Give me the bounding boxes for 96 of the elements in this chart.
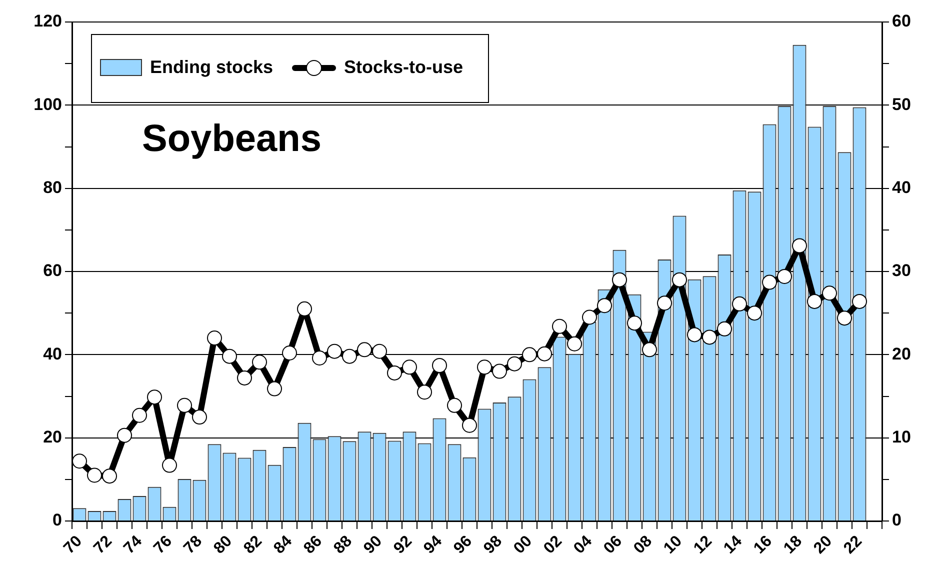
point: [237, 370, 252, 386]
point: [627, 316, 642, 331]
point: [162, 458, 177, 473]
point: [477, 360, 492, 375]
point: [582, 310, 597, 325]
point: [417, 384, 432, 400]
y-tick-label: 120: [34, 12, 62, 31]
point: [672, 272, 687, 288]
point: [702, 330, 717, 345]
x-tick-label: 12: [690, 532, 716, 558]
y-tick-label: 80: [43, 178, 62, 198]
y2-tick-label: 30: [892, 261, 911, 280]
point: [597, 298, 612, 314]
point: [567, 336, 582, 352]
point: [732, 296, 747, 312]
point: [717, 321, 732, 336]
point: [807, 294, 822, 309]
point: [192, 410, 207, 425]
point: [222, 348, 237, 364]
point: [267, 381, 282, 396]
point: [507, 356, 522, 372]
point: [342, 348, 357, 364]
y-tick-label: 40: [43, 344, 62, 364]
x-tick-label: 18: [780, 532, 806, 558]
x-tick-label: 16: [750, 532, 776, 558]
x-tick-label: 98: [480, 532, 506, 558]
text: Soybeans: [142, 118, 322, 161]
point: [177, 398, 192, 413]
y-tick-label: 60: [43, 261, 62, 280]
x-tick-label: 84: [270, 532, 296, 558]
point: [87, 468, 102, 483]
point: [447, 398, 462, 413]
point: [792, 238, 807, 254]
point: [462, 418, 477, 433]
point: [537, 346, 552, 362]
y-tick-label: 100: [34, 94, 62, 114]
point: [297, 301, 312, 316]
point: [492, 364, 507, 379]
x-tick-label: 88: [330, 532, 356, 558]
point: [432, 358, 447, 373]
x-tick-label: 76: [150, 532, 176, 558]
point: [282, 346, 297, 361]
y2-tick-label: 20: [892, 344, 911, 364]
point: [387, 365, 402, 380]
x-tick-label: 10: [660, 532, 686, 558]
point: [132, 408, 147, 423]
point: [762, 274, 777, 290]
x-tick-label: 74: [120, 532, 146, 558]
point: [612, 272, 627, 288]
x-tick-label: 90: [360, 532, 386, 558]
x-tick-label: 00: [510, 532, 536, 558]
x-tick-label: 02: [540, 532, 566, 558]
x-tick-label: 20: [810, 532, 836, 558]
point: [102, 468, 117, 484]
x-tick-label: 96: [450, 532, 476, 558]
y-tick-label: 20: [43, 428, 62, 447]
point: [777, 268, 792, 284]
point: [312, 350, 327, 366]
point: [207, 330, 222, 346]
legend-label: Ending stocks: [150, 57, 274, 78]
point: [402, 360, 417, 375]
x-tick-label: 14: [720, 532, 746, 558]
point: [357, 342, 372, 358]
point: [117, 428, 132, 443]
point: [837, 310, 852, 326]
point: [747, 306, 762, 321]
x-tick-label: 70: [60, 532, 86, 558]
point: [147, 390, 162, 405]
y2-tick-label: 0: [892, 510, 902, 530]
y2-tick-label: 40: [892, 178, 911, 198]
point: [852, 294, 867, 309]
y-tick-label: 0: [52, 510, 62, 530]
point: [372, 344, 387, 359]
y2-tick-label: 10: [892, 428, 911, 447]
x-tick-label: 86: [300, 532, 326, 558]
x-tick-label: 04: [570, 532, 596, 558]
y2-tick-label: 60: [892, 12, 911, 31]
x-tick-label: 92: [390, 532, 416, 558]
x-tick-label: 94: [420, 532, 446, 558]
point: [552, 318, 567, 334]
legend-label: Stocks-to-use: [344, 57, 464, 78]
point: [642, 342, 657, 358]
x-tick-label: 82: [240, 532, 266, 558]
point: [822, 286, 837, 301]
x-tick-label: 80: [210, 532, 236, 558]
x-tick-label: 08: [630, 532, 656, 558]
x-tick-label: 06: [600, 532, 626, 558]
point: [657, 296, 672, 311]
x-tick-label: 78: [180, 532, 206, 558]
x-tick-label: 22: [840, 532, 866, 558]
point: [327, 344, 342, 359]
point: [522, 347, 537, 362]
x-tick-label: 72: [90, 532, 116, 558]
point: [252, 354, 267, 370]
point: [687, 327, 702, 342]
y2-tick-label: 50: [892, 94, 911, 114]
